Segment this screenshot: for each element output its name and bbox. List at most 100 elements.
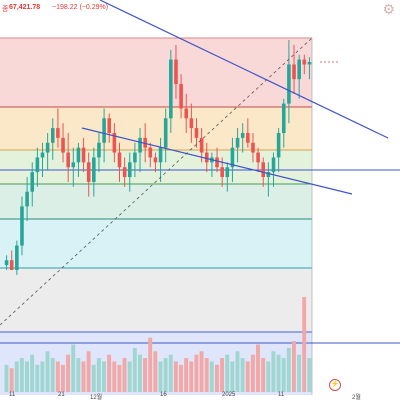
volume-bar xyxy=(189,361,194,392)
volume-bar xyxy=(179,364,183,392)
candle-body xyxy=(112,132,117,153)
candle-body xyxy=(20,206,24,246)
candle-body xyxy=(61,137,65,153)
volume-bar xyxy=(117,364,122,392)
candle-body xyxy=(35,157,40,173)
volume-bar xyxy=(225,354,230,392)
candle-body xyxy=(169,59,173,119)
volume-bar xyxy=(50,358,55,392)
volume-bar xyxy=(122,358,127,392)
x-tick-label: 11 xyxy=(9,392,16,398)
volume-bar xyxy=(276,354,281,392)
volume-bar xyxy=(297,354,302,392)
candle-body xyxy=(246,132,250,143)
fib-zone xyxy=(0,184,312,219)
volume-bar xyxy=(71,344,76,392)
candle-body xyxy=(302,59,307,65)
candle-body xyxy=(220,167,224,178)
volume-bar xyxy=(153,351,158,392)
last-price: 67,421.78 xyxy=(9,4,41,11)
volume-bar xyxy=(96,358,101,392)
volume-bar xyxy=(107,354,112,392)
candle-body xyxy=(102,118,106,143)
volume-bar xyxy=(35,364,40,392)
symbol-header: 종 67,421.78 −198.22 (−0.29%) ⚙ xyxy=(0,0,400,20)
volume-bar xyxy=(235,351,240,392)
candle-body xyxy=(189,118,194,129)
candle-body xyxy=(199,137,204,153)
x-tick-label: 12월 xyxy=(90,395,103,401)
volume-bar xyxy=(184,358,189,392)
volume-bar xyxy=(256,344,260,392)
volume-bar xyxy=(163,358,168,392)
x-tick-label: 11 xyxy=(278,392,285,398)
candle-body xyxy=(25,191,29,207)
candle-body xyxy=(15,245,19,270)
candle-body xyxy=(179,84,183,109)
volume-bar xyxy=(112,361,117,392)
candle-body xyxy=(281,103,286,133)
candle-body xyxy=(174,59,178,85)
candle-body xyxy=(122,167,127,178)
descending-trendline xyxy=(99,0,389,139)
candle-body xyxy=(107,118,112,133)
candle-body xyxy=(56,128,60,138)
volume-bar xyxy=(307,358,312,392)
candle-body xyxy=(204,152,209,163)
x-tick-label: 21 xyxy=(58,392,65,398)
fib-zone xyxy=(0,150,312,184)
candle-body xyxy=(194,128,199,138)
candle-body xyxy=(292,64,296,80)
volume-bar xyxy=(158,361,163,392)
fib-diagonal-dashed xyxy=(0,37,313,326)
volume-bar xyxy=(14,361,19,392)
volume-bar xyxy=(291,341,296,392)
candle-body xyxy=(71,162,76,168)
volume-bar xyxy=(230,361,235,392)
fib-zone xyxy=(0,38,312,107)
candle-body xyxy=(76,147,81,163)
candle-body xyxy=(86,162,91,182)
candle-body xyxy=(230,147,235,168)
candle-body xyxy=(158,147,163,163)
volume-bar xyxy=(66,354,71,392)
volume-bar xyxy=(250,354,255,392)
candle-body xyxy=(148,147,153,158)
candle-body xyxy=(276,132,281,158)
candle-body xyxy=(235,137,240,148)
fib-zone xyxy=(0,219,312,268)
volume-bar xyxy=(286,347,291,392)
lightning-icon[interactable]: ⚡ xyxy=(329,379,341,391)
volume-bar xyxy=(9,368,14,392)
volume-bar xyxy=(240,358,245,392)
volume-bar xyxy=(137,354,142,392)
candle-body xyxy=(66,152,70,168)
volume-bar xyxy=(40,361,45,392)
volume-bar xyxy=(45,351,50,392)
volume-bar xyxy=(173,361,178,392)
candle-body xyxy=(30,172,35,192)
volume-bar xyxy=(302,297,307,392)
candle-body xyxy=(297,59,301,80)
candle-body xyxy=(127,162,132,178)
volume-bar xyxy=(168,354,173,392)
volume-bar xyxy=(127,361,132,392)
channel-trendline xyxy=(81,127,353,195)
candle-body xyxy=(256,152,260,163)
candle-body xyxy=(9,260,14,270)
candle-body xyxy=(97,142,101,158)
volume-bar xyxy=(25,361,29,392)
x-tick-label: 16 xyxy=(160,392,167,398)
volume-bar xyxy=(30,354,35,392)
candle-body xyxy=(261,162,266,178)
candle-body xyxy=(133,152,137,163)
volume-bar xyxy=(281,358,286,392)
volume-bar xyxy=(266,361,271,392)
volume-bar xyxy=(86,351,91,392)
candle-body xyxy=(92,157,96,182)
gear-icon[interactable]: ⚙ xyxy=(382,1,395,17)
volume-bar xyxy=(209,361,214,392)
symbol-glyph[interactable]: 종 xyxy=(2,6,9,13)
fib-zone xyxy=(0,268,312,332)
